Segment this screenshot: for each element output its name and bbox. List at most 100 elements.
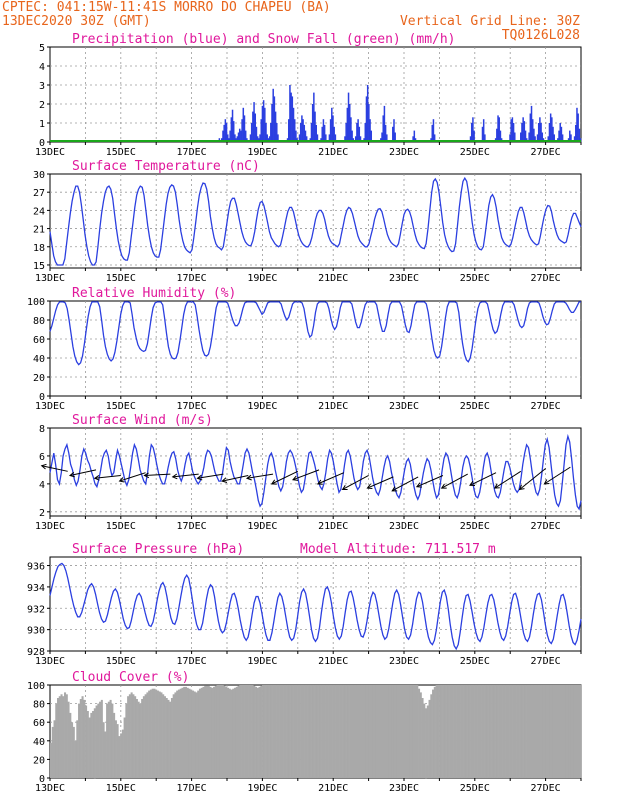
bar [481,126,484,142]
bar [364,123,367,142]
bar [498,117,500,142]
bar [348,104,351,142]
bar [134,696,137,778]
bar [249,685,252,778]
bar [240,130,242,142]
bar [58,696,61,778]
bar [291,685,294,778]
bar [566,685,570,778]
bar [266,134,268,142]
bar [237,132,240,142]
bar [449,685,452,778]
bar [304,130,307,142]
bar [92,711,95,778]
bar [74,740,77,778]
x-tick-label: 15DEC [106,783,136,794]
bar [437,685,440,778]
y-tick-label: 60 [33,718,45,729]
bar [311,685,314,778]
bar [184,686,187,778]
bar [274,111,277,142]
wind-arrow-head [518,484,525,491]
y-tick-label: 20 [33,373,45,384]
bar [398,685,401,778]
bar [412,136,414,142]
wind-arrow [41,465,68,472]
bar [316,134,319,142]
wind-arrow [144,473,171,476]
x-tick-label: 19DEC [247,273,277,284]
bar [151,688,154,778]
bar [316,685,319,778]
grid-note: Vertical Grid Line: 30Z [400,14,580,29]
bar [228,688,231,778]
bar [322,119,325,142]
bar [556,685,559,778]
bar [511,117,514,142]
bar [530,685,533,778]
bar [315,124,317,142]
bar [160,692,163,778]
bar [303,124,306,142]
bar [229,130,231,142]
bar [204,685,207,778]
bar [183,686,186,778]
bar [517,685,520,778]
bar [551,117,553,142]
wind-arrow-head [543,479,550,485]
y-tick-label: 0 [39,392,45,403]
wind-arrow-head [341,485,348,490]
bar [396,685,400,778]
wind-arrow [119,472,146,482]
bar [270,685,273,778]
bar [120,733,123,778]
bar [544,685,547,778]
bar [289,85,291,142]
bar [512,123,515,142]
bar [549,685,552,778]
bar [85,705,88,778]
bar [241,685,244,778]
x-tick-label: 27DEC [531,147,561,158]
bar [334,134,337,142]
wind-arrow [544,466,571,485]
y-tick-label: 0 [39,138,45,149]
bar [127,696,130,778]
bar [242,107,245,142]
bar [253,102,255,142]
bar [577,685,580,778]
bar [558,685,561,778]
bar [288,685,291,778]
y-tick-label: 24 [33,206,45,217]
bar [344,685,347,778]
bar [548,123,551,142]
bar [405,685,408,778]
x-tick-label: 21DEC [318,783,348,794]
bar [262,100,265,142]
bar [248,685,251,778]
bar [576,107,578,142]
bar [267,685,270,778]
bar [559,685,563,778]
bar [559,123,561,142]
bar [270,123,272,142]
bar [516,685,519,778]
y-tick-label: 5 [39,43,45,54]
bar [421,698,424,778]
bar [573,136,576,142]
bar [293,685,296,778]
bar [547,685,550,778]
bar [307,685,310,778]
bar [232,121,235,142]
bar [55,703,58,778]
bar [456,685,459,778]
bar [65,694,68,778]
bar [224,119,227,142]
bar [218,685,221,778]
x-tick-label: 25DEC [460,656,490,667]
wind-arrow-head [40,463,47,470]
bar [265,123,267,142]
bar [538,685,541,778]
y-tick-label: 60 [33,335,45,346]
bar [493,685,496,778]
